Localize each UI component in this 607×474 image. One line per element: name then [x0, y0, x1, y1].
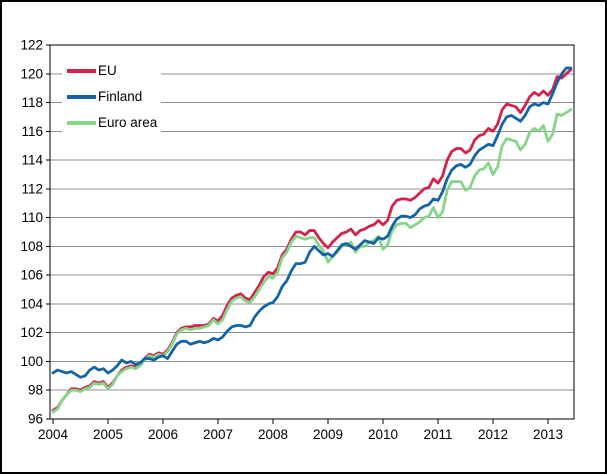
legend-label-finland: Finland [98, 89, 143, 105]
x-axis-label: 2006 [148, 427, 178, 442]
legend-row-eu: EU [67, 58, 157, 84]
y-axis-label: 98 [28, 383, 43, 398]
y-axis-label: 122 [20, 38, 43, 53]
x-axis-label: 2011 [423, 427, 452, 442]
y-axis-label: 102 [20, 325, 43, 340]
chart-legend: EU Finland Euro area [62, 58, 162, 136]
y-axis-label: 116 [21, 124, 43, 139]
x-axis-label: 2004 [38, 427, 69, 442]
y-axis-label: 106 [20, 268, 43, 283]
x-axis-label: 2007 [203, 427, 233, 442]
series-line-euro-area [51, 108, 573, 414]
legend-row-euro-area: Euro area [67, 110, 157, 136]
series-line-finland [51, 66, 573, 379]
x-axis-label: 2013 [533, 427, 563, 442]
x-axis-label: 2009 [313, 427, 343, 442]
x-axis-label: 2005 [93, 427, 123, 442]
x-axis-label: 2008 [258, 427, 288, 442]
x-axis-label: 2010 [368, 427, 398, 442]
euro-area-line-swatch [67, 121, 96, 125]
y-axis-label: 118 [21, 95, 43, 110]
y-axis-label: 100 [20, 354, 43, 369]
finland-line-swatch [67, 95, 96, 99]
plot-border [49, 44, 575, 420]
y-axis-label: 96 [28, 412, 43, 427]
y-axis-label: 108 [20, 239, 43, 254]
y-axis-label: 112 [21, 181, 43, 196]
x-axis-label: 2012 [478, 427, 508, 442]
eu-line-swatch [67, 69, 96, 73]
y-axis-label: 110 [21, 210, 43, 225]
y-axis-label: 114 [21, 153, 43, 168]
y-axis-label: 104 [20, 296, 43, 311]
y-axis-label: 120 [20, 66, 43, 81]
legend-label-euro-area: Euro area [98, 115, 158, 131]
legend-label-eu: EU [98, 63, 117, 79]
legend-row-finland: Finland [67, 84, 157, 110]
